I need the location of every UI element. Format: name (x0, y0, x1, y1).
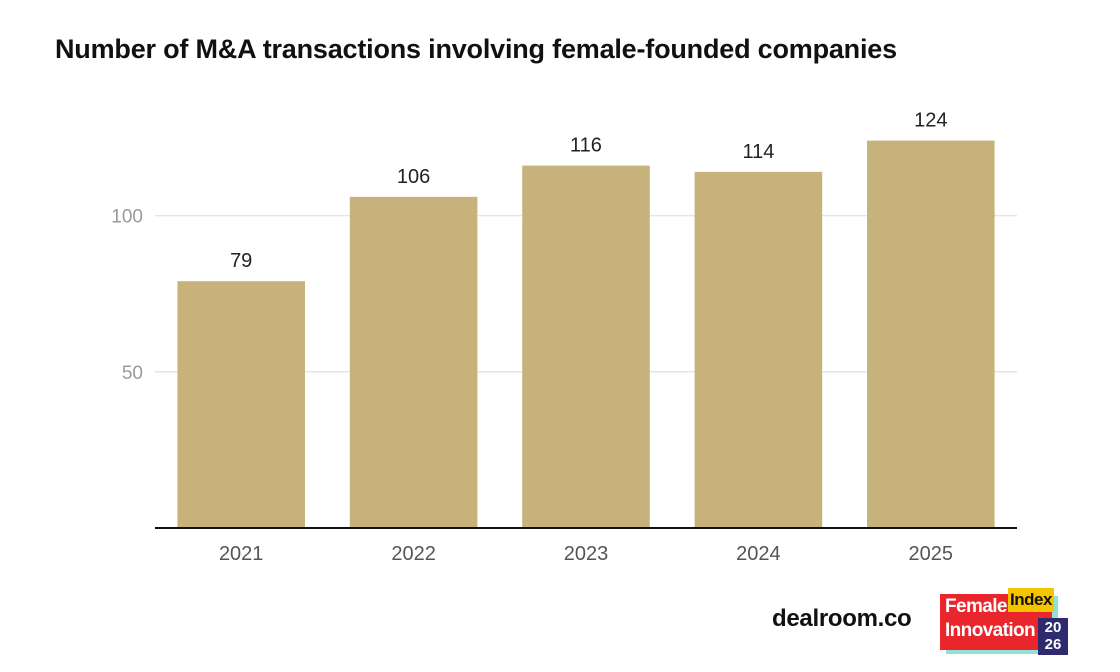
x-tick-label-2022: 2022 (391, 543, 436, 565)
y-tick-label: 100 (111, 207, 143, 228)
data-label-2021: 79 (230, 250, 252, 272)
source-logo-dealroom: dealroom.co (772, 605, 912, 632)
x-tick-label-2024: 2024 (736, 543, 781, 565)
x-tick-label-2023: 2023 (564, 543, 609, 565)
data-labels: 79 106 116 114 124 (230, 110, 947, 273)
data-label-2024: 114 (742, 141, 774, 163)
x-tick-label-2021: 2021 (219, 543, 264, 565)
y-axis-ticks: 50 100 (111, 207, 143, 384)
data-label-2022: 106 (397, 166, 430, 188)
bar-2022 (349, 196, 478, 528)
bar-2021 (177, 281, 305, 528)
bars (177, 140, 995, 529)
chart-title: Number of M&A transactions involving fem… (55, 34, 897, 64)
logo-year-badge: 20 26 (1038, 618, 1068, 655)
logo-index-badge: Index (1008, 588, 1054, 612)
logo-line-female: Female (945, 596, 1007, 617)
bar-2023 (522, 165, 650, 528)
y-tick-label: 50 (122, 363, 143, 384)
female-innovation-index-logo: Female Innovation Index 20 26 (940, 588, 1070, 655)
logo-line-innovation: Innovation (945, 620, 1036, 641)
logo-year-top: 20 (1044, 619, 1062, 636)
bar-2025 (867, 140, 995, 528)
data-label-2025: 124 (914, 110, 947, 132)
x-axis-ticks: 2021 2022 2023 2024 2025 (219, 543, 953, 565)
logo-year-bottom: 26 (1044, 636, 1062, 653)
x-tick-label-2025: 2025 (909, 543, 954, 565)
bar-2024 (694, 171, 823, 529)
data-label-2023: 116 (570, 135, 602, 157)
